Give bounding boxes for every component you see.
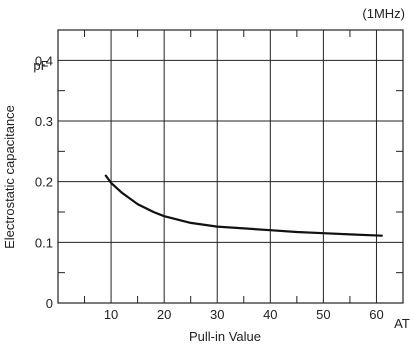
y-unit-label: pF (33, 58, 48, 73)
x-axis-title: Pull-in Value (189, 329, 261, 344)
series-line (104, 174, 383, 237)
x-tick-label: 50 (316, 307, 330, 322)
y-tick-label: 0.4 (35, 53, 53, 68)
x-tick-label: 10 (104, 307, 118, 322)
y-tick-labels: 0 0.1 0.2 0.3 0.4 (35, 53, 53, 311)
frequency-annotation: (1MHz) (362, 6, 405, 21)
y-tick-label: 0.2 (35, 175, 53, 190)
y-tick-label: 0.1 (35, 235, 53, 250)
y-tick-label: 0.3 (35, 114, 53, 129)
y-tick-label: 0 (46, 296, 53, 311)
x-tick-label: 40 (263, 307, 277, 322)
x-tick-label: 30 (210, 307, 224, 322)
x-tick-label: 20 (157, 307, 171, 322)
x-tick-label: 60 (369, 307, 383, 322)
grid (58, 30, 403, 303)
ticks (58, 29, 403, 303)
y-axis-title: Electrostatic capacitance (2, 105, 17, 249)
x-tick-labels: 10 20 30 40 50 60 (104, 307, 384, 322)
x-unit-label: AT (394, 316, 410, 331)
plot-frame (57, 29, 404, 304)
